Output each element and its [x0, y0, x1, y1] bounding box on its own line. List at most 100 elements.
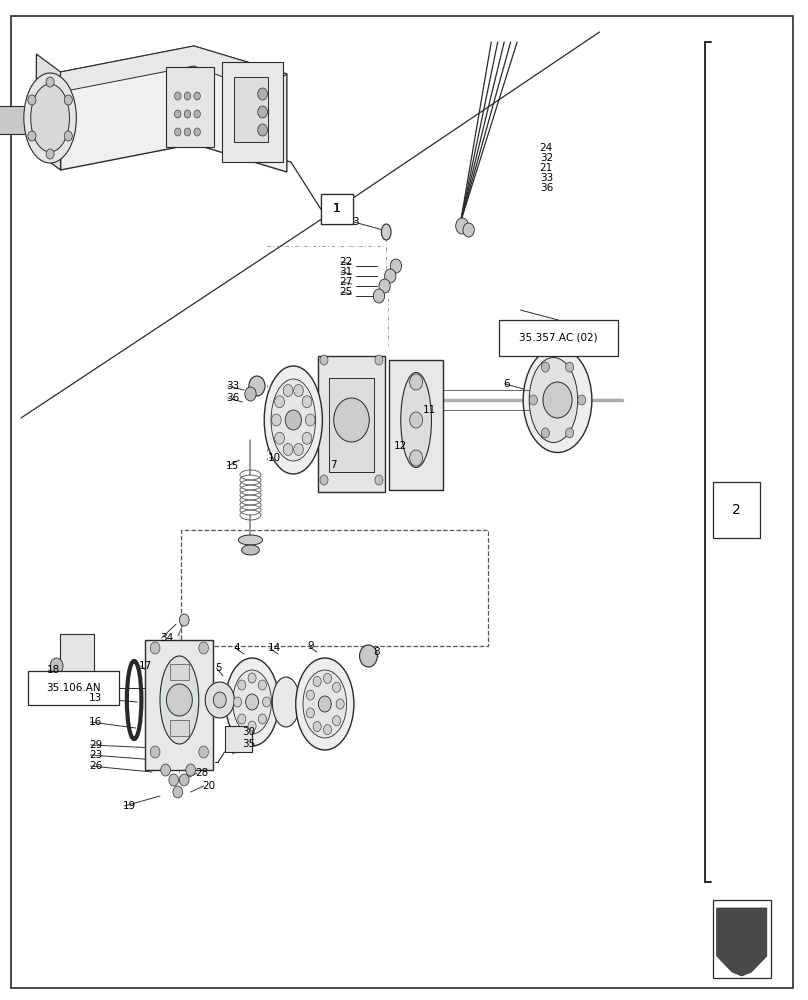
Bar [389, 360, 443, 490]
Circle shape [179, 614, 189, 626]
Bar [713, 900, 771, 978]
Circle shape [234, 697, 242, 707]
Text: 3: 3 [352, 217, 359, 227]
Text: 10: 10 [268, 453, 281, 463]
Polygon shape [0, 106, 36, 134]
Ellipse shape [242, 545, 259, 555]
Circle shape [379, 279, 390, 293]
Circle shape [213, 692, 226, 708]
Circle shape [410, 412, 423, 428]
Circle shape [566, 428, 574, 438]
Ellipse shape [401, 372, 431, 468]
Text: 19: 19 [123, 801, 136, 811]
Text: 30: 30 [242, 727, 255, 737]
Bar [28, 671, 119, 705]
Ellipse shape [272, 677, 300, 727]
Circle shape [333, 682, 341, 692]
Circle shape [313, 676, 322, 686]
Text: 26: 26 [89, 761, 102, 771]
Circle shape [275, 396, 284, 408]
Circle shape [150, 642, 160, 654]
Ellipse shape [524, 348, 592, 452]
Text: 8: 8 [373, 647, 380, 657]
Circle shape [249, 376, 265, 396]
Text: 29: 29 [89, 740, 102, 750]
Text: 16: 16 [89, 717, 102, 727]
Circle shape [285, 410, 301, 430]
Circle shape [541, 362, 549, 372]
Circle shape [65, 95, 73, 105]
Circle shape [46, 77, 54, 87]
Text: 22: 22 [339, 257, 352, 267]
Text: 6: 6 [503, 379, 510, 389]
Text: 1: 1 [333, 202, 341, 216]
Text: 24: 24 [540, 143, 553, 153]
Circle shape [259, 714, 267, 724]
Bar [181, 530, 488, 646]
Ellipse shape [264, 366, 322, 474]
Circle shape [323, 673, 331, 683]
Bar [321, 194, 353, 224]
Polygon shape [61, 46, 287, 172]
Text: 27: 27 [339, 277, 352, 287]
Circle shape [333, 716, 341, 726]
Circle shape [375, 475, 383, 485]
Bar [234, 77, 268, 142]
Circle shape [318, 696, 331, 712]
Circle shape [238, 680, 246, 690]
Text: 32: 32 [540, 153, 553, 163]
Circle shape [336, 699, 344, 709]
Bar [60, 634, 94, 684]
Circle shape [150, 746, 160, 758]
Circle shape [46, 149, 54, 159]
Circle shape [305, 414, 315, 426]
Text: 1: 1 [333, 202, 341, 216]
Circle shape [306, 708, 314, 718]
Text: 35: 35 [242, 739, 255, 749]
Circle shape [373, 289, 385, 303]
Circle shape [410, 450, 423, 466]
Bar [222, 62, 283, 162]
Circle shape [173, 786, 183, 798]
Circle shape [293, 385, 303, 397]
Ellipse shape [271, 379, 315, 461]
Ellipse shape [23, 73, 76, 163]
Circle shape [65, 131, 73, 141]
Circle shape [320, 475, 328, 485]
Circle shape [194, 110, 200, 118]
Circle shape [246, 694, 259, 710]
Text: 11: 11 [423, 405, 436, 415]
Text: 12: 12 [394, 441, 407, 451]
Circle shape [179, 774, 189, 786]
Circle shape [199, 642, 208, 654]
Circle shape [529, 395, 537, 405]
Circle shape [302, 432, 312, 444]
Circle shape [175, 110, 181, 118]
Circle shape [541, 428, 549, 438]
Text: 4: 4 [234, 643, 240, 653]
Polygon shape [717, 908, 767, 976]
Circle shape [27, 131, 36, 141]
Text: 7: 7 [330, 460, 336, 470]
Text: 31: 31 [339, 267, 352, 277]
Circle shape [245, 387, 256, 401]
Text: 35.357.AC (02): 35.357.AC (02) [519, 333, 598, 343]
Text: 36: 36 [540, 183, 553, 193]
Circle shape [456, 218, 469, 234]
Circle shape [284, 443, 293, 455]
Circle shape [50, 658, 63, 674]
Circle shape [199, 746, 208, 758]
Text: 28: 28 [196, 768, 208, 778]
Bar [499, 320, 618, 356]
Bar [321, 194, 353, 224]
Text: 14: 14 [268, 643, 281, 653]
Text: 34: 34 [160, 633, 173, 643]
Circle shape [313, 722, 322, 732]
Bar [166, 67, 214, 147]
Circle shape [275, 432, 284, 444]
Circle shape [184, 110, 191, 118]
Ellipse shape [160, 656, 199, 744]
Polygon shape [61, 46, 287, 92]
Circle shape [258, 88, 267, 100]
Circle shape [184, 92, 191, 100]
